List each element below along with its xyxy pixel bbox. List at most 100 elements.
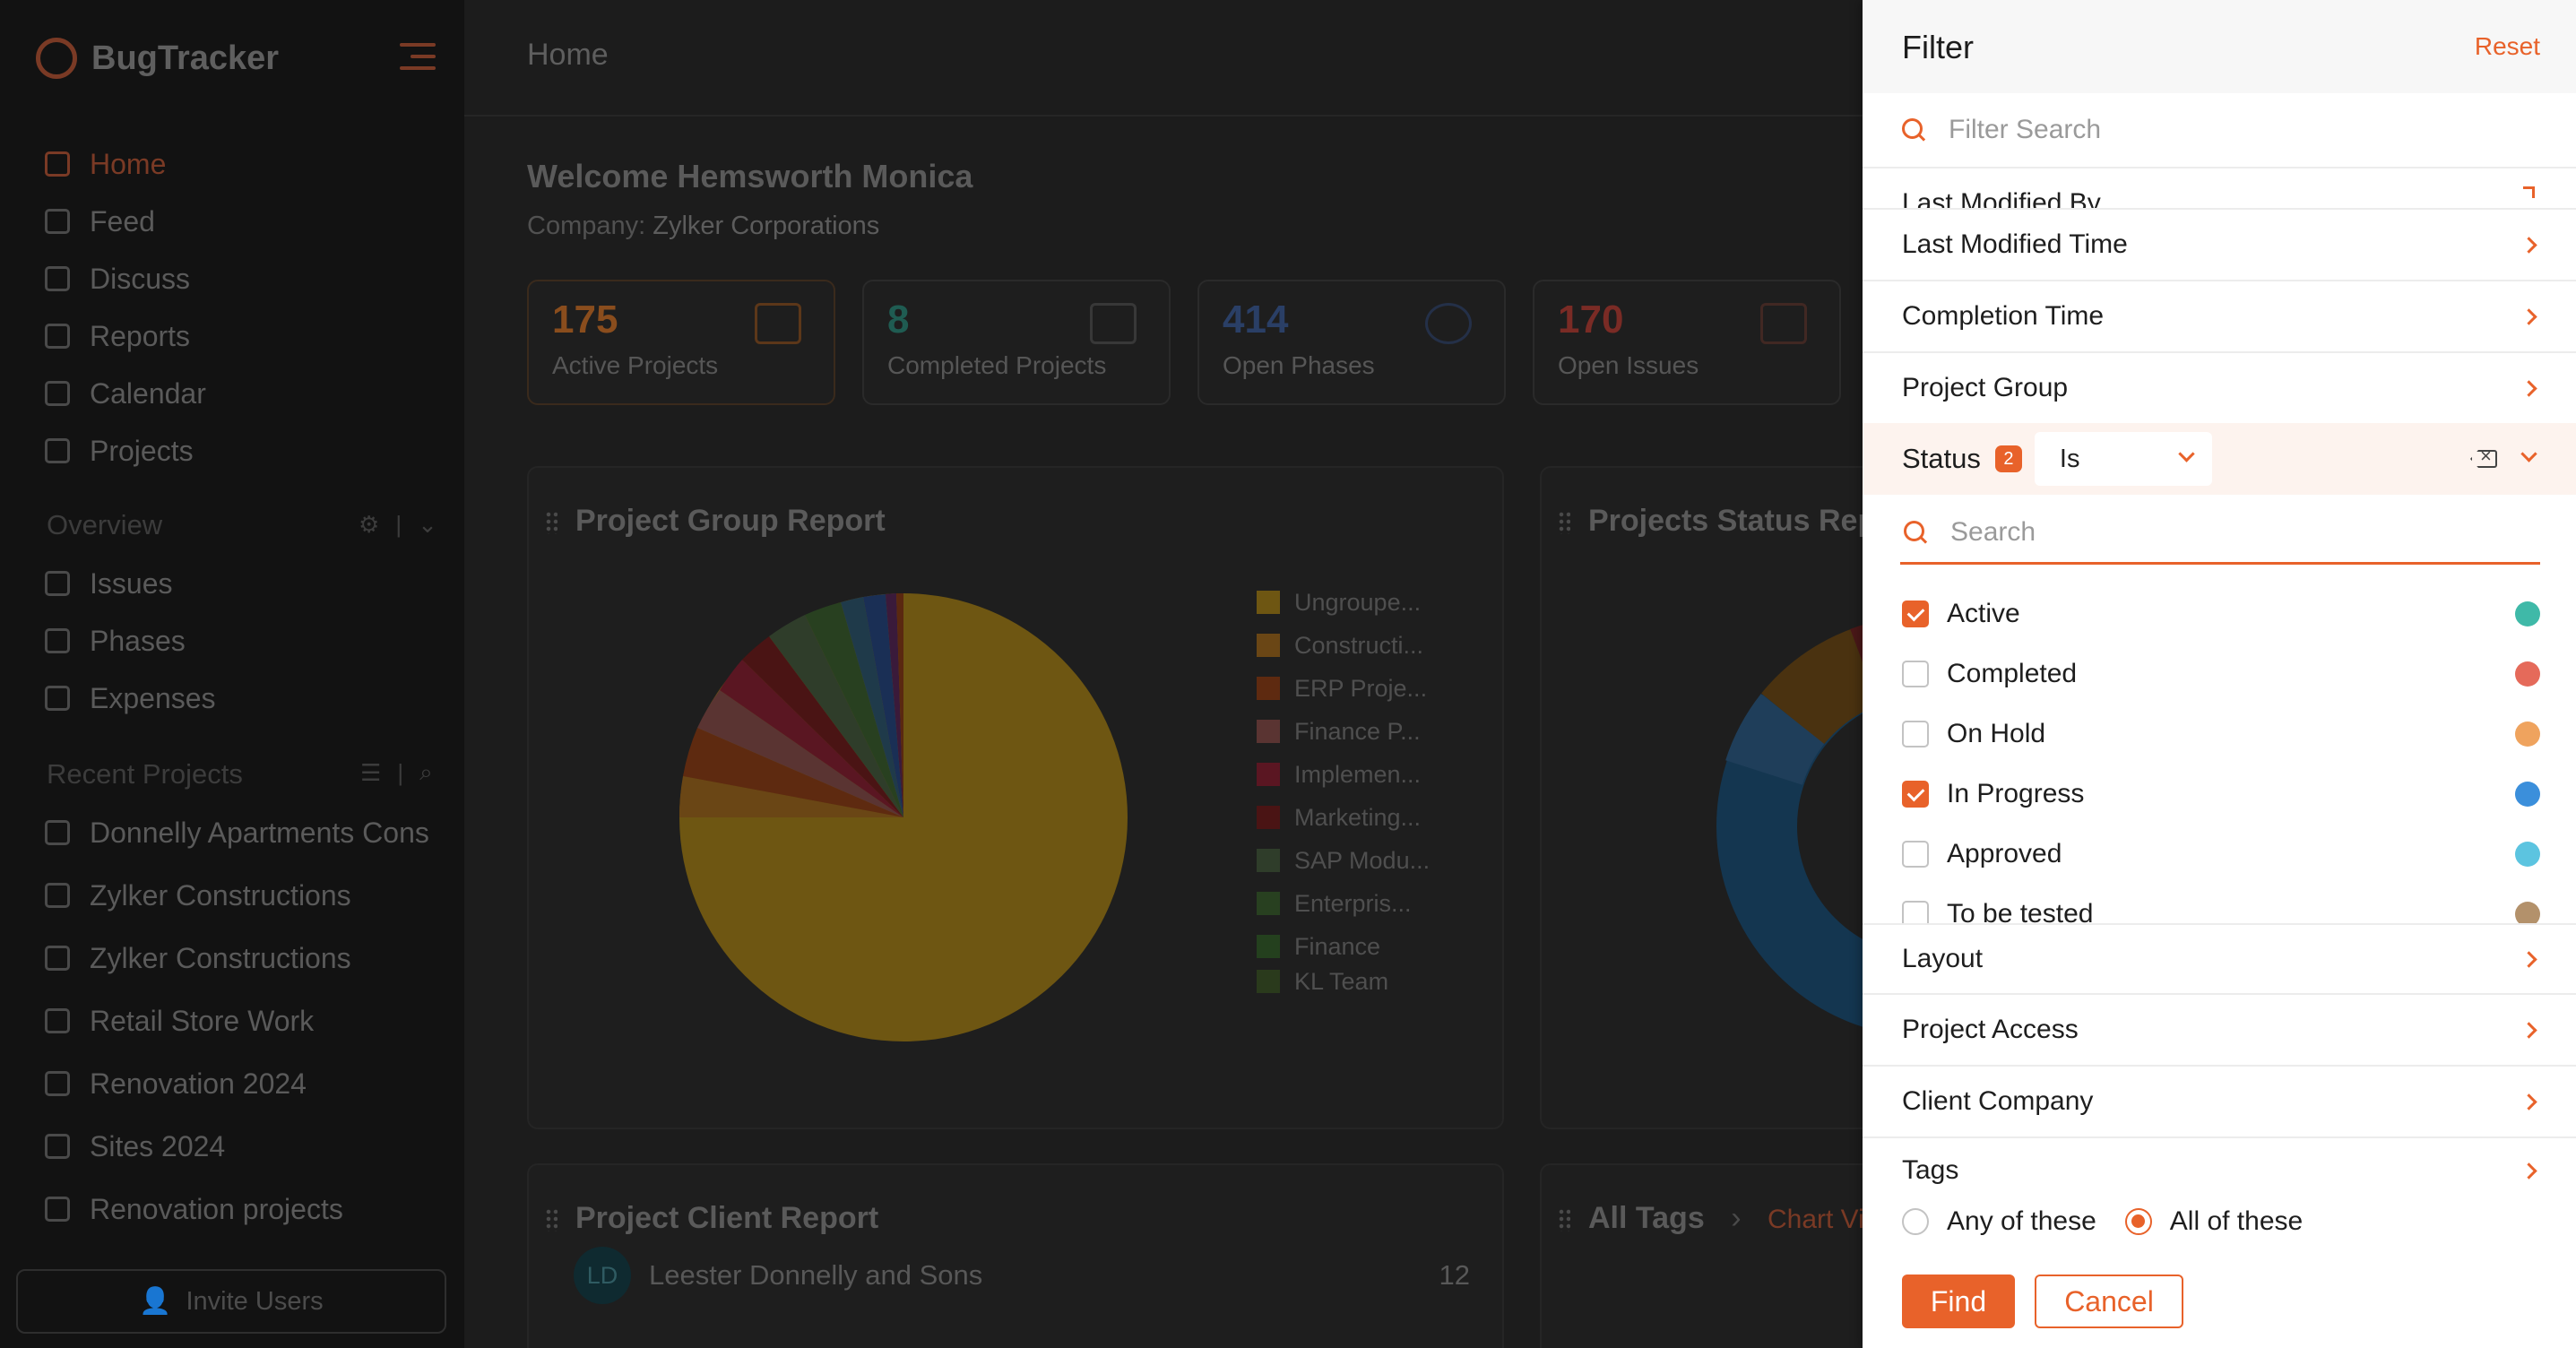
status-option-to-be-tested[interactable]: To be tested bbox=[1902, 892, 2540, 923]
option-label: On Hold bbox=[1947, 719, 2046, 748]
nav-item-projects[interactable]: Projects bbox=[45, 428, 194, 473]
cancel-button[interactable]: Cancel bbox=[2035, 1275, 2183, 1328]
status-label: Status bbox=[1902, 443, 1981, 474]
status-option-approved[interactable]: Approved bbox=[1902, 832, 2540, 877]
recent-project-item[interactable]: Renovation 2024 bbox=[45, 1061, 307, 1106]
all-tags-title: All Tags bbox=[1588, 1201, 1705, 1235]
filter-field-project-access[interactable]: Project Access bbox=[1863, 995, 2576, 1067]
operator-select[interactable]: Is bbox=[2034, 432, 2212, 486]
recent-tools: ☰ | ⌕ bbox=[360, 758, 433, 787]
selected-count-badge: 2 bbox=[1994, 445, 2022, 472]
reset-link[interactable]: Reset bbox=[2474, 32, 2540, 60]
status-search-bar bbox=[1900, 502, 2540, 565]
find-button[interactable]: Find bbox=[1902, 1275, 2015, 1328]
nav-item-expenses[interactable]: Expenses bbox=[45, 676, 216, 721]
filter-sliders-icon[interactable]: ☰ bbox=[360, 758, 382, 786]
drag-handle-icon[interactable] bbox=[1558, 1208, 1570, 1231]
client-name: Leester Donnelly and Sons bbox=[649, 1259, 983, 1291]
project-client-report-card: Project Client Report LD Leester Donnell… bbox=[527, 1163, 1504, 1348]
legend-item[interactable]: Finance bbox=[1257, 925, 1430, 968]
recent-project-item[interactable]: Sites 2024 bbox=[45, 1124, 225, 1169]
checkbox[interactable] bbox=[1902, 601, 1929, 627]
clear-icon[interactable] bbox=[2470, 450, 2497, 468]
legend-item[interactable]: KL Team bbox=[1257, 968, 1430, 995]
filter-field-last-modified-by[interactable]: Last Modified By bbox=[1863, 168, 2576, 210]
filter-search-input[interactable] bbox=[1949, 115, 2451, 145]
recent-project-item[interactable]: Renovation projects bbox=[45, 1187, 343, 1231]
menu-toggle-icon[interactable] bbox=[400, 43, 436, 70]
status-option-in-progress[interactable]: In Progress bbox=[1902, 772, 2540, 817]
welcome-heading: Welcome Hemsworth Monica bbox=[527, 158, 973, 194]
recent-project-item[interactable]: Retail Store Work bbox=[45, 998, 314, 1043]
phases-icon bbox=[1425, 303, 1472, 344]
chevron-down-icon bbox=[2178, 445, 2195, 462]
nav-item-home[interactable]: Home bbox=[45, 142, 166, 186]
checkbox[interactable] bbox=[1902, 901, 1929, 923]
nav-item-calendar[interactable]: Calendar bbox=[45, 371, 206, 416]
settings-icon[interactable]: ⚙ bbox=[359, 511, 380, 538]
legend-item[interactable]: ERP Proje... bbox=[1257, 667, 1430, 710]
field-label: Completion Time bbox=[1902, 301, 2105, 331]
filter-field-client-company[interactable]: Client Company bbox=[1863, 1067, 2576, 1138]
projects-icon bbox=[45, 438, 70, 463]
nav-item-feed[interactable]: Feed bbox=[45, 199, 155, 244]
stat-card-active-projects[interactable]: 175 Active Projects bbox=[527, 280, 835, 405]
legend-item[interactable]: Enterpris... bbox=[1257, 882, 1430, 925]
stat-value: 414 bbox=[1223, 298, 1289, 341]
stat-card-open-phases[interactable]: 414 Open Phases bbox=[1197, 280, 1506, 405]
stat-card-completed-projects[interactable]: 8 Completed Projects bbox=[862, 280, 1171, 405]
radio-all[interactable] bbox=[2124, 1208, 2152, 1235]
filter-field-project-group[interactable]: Project Group bbox=[1863, 353, 2576, 425]
checkbox[interactable] bbox=[1902, 841, 1929, 868]
chevron-down-icon[interactable]: ⌄ bbox=[418, 511, 437, 538]
chevron-right-icon bbox=[2520, 1021, 2537, 1039]
legend-item[interactable]: Marketing... bbox=[1257, 796, 1430, 839]
status-option-on-hold[interactable]: On Hold bbox=[1902, 712, 2540, 756]
legend-item[interactable]: Finance P... bbox=[1257, 710, 1430, 753]
invite-users-button[interactable]: 👤 Invite Users bbox=[16, 1269, 446, 1334]
brand[interactable]: BugTracker bbox=[36, 36, 279, 81]
radio-any[interactable] bbox=[1902, 1208, 1929, 1235]
recent-project-item[interactable]: Donnelly Apartments Cons bbox=[45, 810, 429, 855]
legend-item[interactable]: SAP Modu... bbox=[1257, 839, 1430, 882]
stat-label: Open Issues bbox=[1558, 351, 1699, 379]
drag-handle-icon[interactable] bbox=[545, 511, 558, 534]
chevron-right-icon bbox=[2520, 1093, 2537, 1110]
filter-field-completion-time[interactable]: Completion Time bbox=[1863, 281, 2576, 353]
filter-field-status[interactable]: Status 2 Is bbox=[1863, 423, 2576, 495]
chart-view-link[interactable]: Chart Vie bbox=[1767, 1205, 1880, 1234]
drag-handle-icon[interactable] bbox=[1558, 511, 1570, 534]
legend-item[interactable]: Implemen... bbox=[1257, 753, 1430, 796]
field-label: Layout bbox=[1902, 944, 1984, 973]
nav-item-discuss[interactable]: Discuss bbox=[45, 256, 190, 301]
filter-field-last-modified-time[interactable]: Last Modified Time bbox=[1863, 210, 2576, 281]
search-icon[interactable]: ⌕ bbox=[419, 758, 433, 785]
filter-field-layout[interactable]: Layout bbox=[1863, 923, 2576, 995]
filter-panel: Filter Reset Last Modified By Last Modif… bbox=[1863, 0, 2576, 1348]
legend-item[interactable]: Ungroupe... bbox=[1257, 581, 1430, 624]
nav-item-reports[interactable]: Reports bbox=[45, 314, 190, 359]
legend-item[interactable]: Constructi... bbox=[1257, 624, 1430, 667]
issues-icon bbox=[45, 571, 70, 596]
checkbox[interactable] bbox=[1902, 721, 1929, 747]
checkbox[interactable] bbox=[1902, 661, 1929, 687]
status-option-completed[interactable]: Completed bbox=[1902, 652, 2540, 696]
briefcase-check-icon bbox=[1090, 303, 1137, 344]
status-search-input[interactable] bbox=[1950, 516, 2452, 548]
stat-card-open-issues[interactable]: 170 Open Issues bbox=[1533, 280, 1841, 405]
alert-icon bbox=[1760, 303, 1807, 344]
avatar: LD bbox=[574, 1247, 631, 1304]
client-row[interactable]: LD Leester Donnelly and Sons 12 bbox=[574, 1244, 1470, 1307]
user-icon: 👤 bbox=[139, 1287, 172, 1316]
recent-project-item[interactable]: Zylker Constructions bbox=[45, 936, 351, 981]
filter-field-tags[interactable]: Tags bbox=[1863, 1138, 2576, 1203]
drag-handle-icon[interactable] bbox=[545, 1208, 558, 1231]
recent-project-item[interactable]: Zylker Constructions bbox=[45, 873, 351, 918]
nav-label: Feed bbox=[90, 204, 155, 238]
checkbox[interactable] bbox=[1902, 781, 1929, 808]
nav-item-issues[interactable]: Issues bbox=[45, 561, 172, 606]
nav-item-phases[interactable]: Phases bbox=[45, 618, 186, 663]
status-option-active[interactable]: Active bbox=[1902, 592, 2540, 636]
status-color-dot bbox=[2515, 722, 2540, 747]
chevron-down-icon[interactable] bbox=[2520, 445, 2537, 462]
